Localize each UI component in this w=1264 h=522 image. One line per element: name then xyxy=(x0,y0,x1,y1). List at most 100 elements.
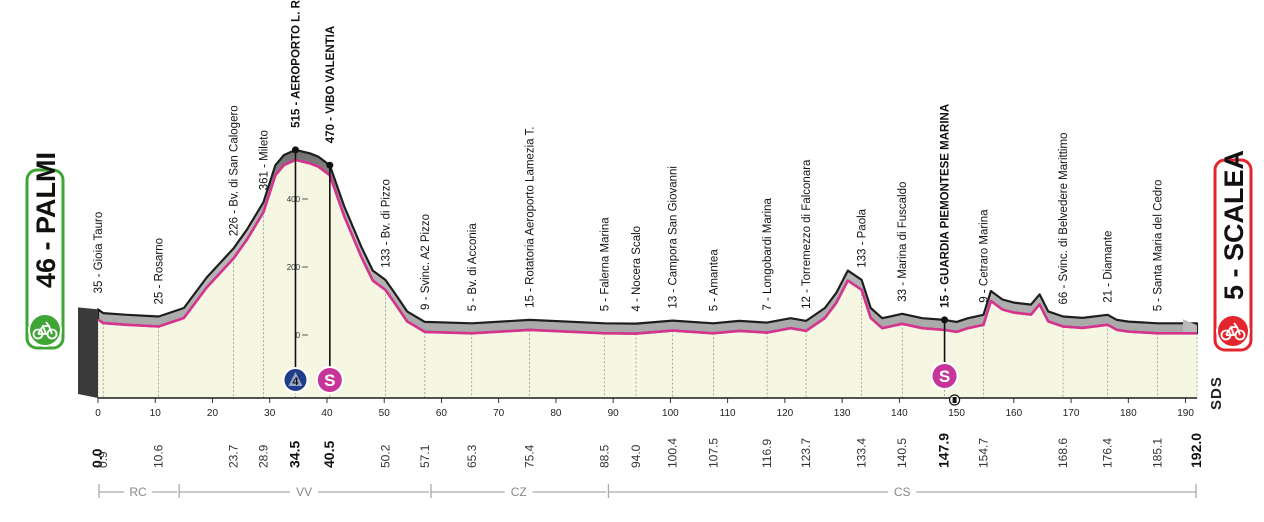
start-side-face xyxy=(78,307,98,398)
waypoint-separator: - xyxy=(600,295,612,305)
waypoint-km-label: 133.4 xyxy=(855,438,869,468)
waypoint-km-labels: 0.00.9 10.6 23.7 28.9 34.5 40.5 50.2 57.1 65.3 75… xyxy=(89,433,1204,468)
province-label-bg xyxy=(888,484,917,498)
waypoint-km-label: 123.7 xyxy=(799,438,813,468)
waypoint-km-label: 107.5 xyxy=(706,438,720,468)
waypoint-label: 5 - Falerna Marina xyxy=(600,217,612,312)
waypoint-name: Falerna Marina xyxy=(600,217,612,295)
waypoint-label: 15 - GUARDIA PIEMONTESE MARINA xyxy=(940,104,952,308)
waypoint-label: 13 - Campora San Giovanni xyxy=(668,166,680,309)
waypoint-label: 7 - Longobardi Marina xyxy=(762,197,774,310)
waypoint-name: Rosarno xyxy=(154,238,166,281)
waypoint-separator: - xyxy=(1058,281,1070,291)
waypoint-name: Santa Maria del Cedro xyxy=(1153,180,1165,295)
finish-label: 5 - SCALEA xyxy=(1219,150,1249,300)
waypoint-altitude: 15 xyxy=(940,295,952,308)
province-label-bg xyxy=(124,484,153,498)
distance-tick-label: 30 xyxy=(264,408,276,419)
waypoint-label: 5 - Bv. di Acconia xyxy=(467,223,479,312)
waypoint-km-label: 147.9 xyxy=(936,433,952,468)
province-label-bg xyxy=(290,484,319,498)
distance-tick-label: 170 xyxy=(1063,408,1080,419)
waypoint-label: 133 - Bv. di Pizzo xyxy=(380,179,392,268)
distance-tick-label: 20 xyxy=(207,408,219,419)
province-label-bg xyxy=(504,484,533,498)
distance-tick-label: 180 xyxy=(1120,408,1137,419)
waypoint-label: 133 - Paola xyxy=(857,208,869,267)
waypoint-altitude: 5 xyxy=(600,305,612,311)
plain-area xyxy=(98,159,1197,398)
waypoint-separator: - xyxy=(258,161,270,171)
waypoint-altitude: 12 xyxy=(801,296,813,309)
sprint-label: S xyxy=(939,367,950,386)
waypoint-name: Diamante xyxy=(1103,231,1115,280)
waypoint-altitude: 5 xyxy=(708,305,720,311)
waypoint-km-label: 10.6 xyxy=(152,444,166,468)
province-label: RC xyxy=(129,485,147,499)
waypoint-label: 33 - Marina di Fuscaldo xyxy=(897,182,909,302)
waypoint-km-label: 116.9 xyxy=(760,439,774,468)
waypoint-km-label: 0.0 xyxy=(89,448,105,468)
waypoint-altitude: 15 xyxy=(525,295,537,308)
start-label: 46 - PALMI xyxy=(31,152,61,288)
waypoint-altitude: 33 xyxy=(897,289,909,302)
waypoint-name: Paola xyxy=(857,208,869,238)
waypoint-km-label: 94.0 xyxy=(629,444,643,468)
waypoint-km-label: 0.9 xyxy=(96,451,110,468)
waypoint-name: Bv. di Acconia xyxy=(467,223,479,295)
waypoint-name: Rotatoria Aeroporto Lamezia T. xyxy=(525,127,537,285)
waypoint-km-label: 23.7 xyxy=(227,444,241,468)
waypoint-km-label: 28.9 xyxy=(256,444,270,468)
sds-logo-icon: SDS xyxy=(1208,376,1225,410)
distance-tick-label: 110 xyxy=(720,408,736,419)
waypoint-km-label: 88.5 xyxy=(598,444,612,468)
distance-tick-label: 120 xyxy=(777,408,794,419)
waypoint-name: Nocera Scalo xyxy=(631,226,643,295)
waypoint-labels: 35 - Gioia Tauro 25 - Rosarno 226 - Bv. di… xyxy=(93,0,1165,312)
waypoint-name: Cetraro Marina xyxy=(978,209,990,286)
altitude-tick-label: 400 xyxy=(287,195,301,204)
waypoint-name: Longobardi Marina xyxy=(762,197,774,294)
waypoint-separator: - xyxy=(857,238,869,248)
waypoint-label: 226 - Bv. di San Calogero xyxy=(229,105,241,236)
distance-tick-label: 10 xyxy=(150,408,162,419)
waypoint-altitude: 13 xyxy=(668,296,680,309)
waypoint-altitude: 35 xyxy=(93,281,105,294)
distance-tick-label: 90 xyxy=(608,408,620,419)
waypoint-km-label: 50.2 xyxy=(378,444,392,468)
altitude-tick-labels: 0 200 400 xyxy=(287,195,309,340)
waypoint-altitude: 226 xyxy=(229,217,241,236)
waypoint-name: AEROPORTO L. RAZZA xyxy=(290,0,302,99)
altitude-tick-label: 0 xyxy=(296,331,301,340)
waypoint-altitude: 515 xyxy=(290,108,302,128)
waypoint-label: 35 - Gioia Tauro xyxy=(93,212,105,294)
distance-tick-label: 100 xyxy=(662,408,679,419)
waypoint-separator: - xyxy=(978,286,990,296)
distance-tick-label: 150 xyxy=(948,408,965,419)
start-badge: 46 - PALMI xyxy=(25,152,65,350)
waypoint-name: Svinc. di Belvedere Marittimo xyxy=(1058,133,1070,282)
waypoint-km-label: 168.6 xyxy=(1056,438,1070,468)
province-label: VV xyxy=(296,485,312,499)
waypoint-separator: - xyxy=(467,295,479,305)
waypoint-separator: - xyxy=(1153,295,1165,305)
waypoint-separator: - xyxy=(229,207,241,217)
route-line xyxy=(97,158,1197,335)
climb-category: 4 xyxy=(292,376,299,388)
waypoint-label: 5 - Santa Maria del Cedro xyxy=(1153,180,1165,312)
finish-badge: 5 - SCALEA xyxy=(1213,150,1253,352)
waypoint-separator: - xyxy=(1103,280,1115,290)
distance-tick-label: 70 xyxy=(493,408,505,419)
waypoint-km-label: 57.1 xyxy=(418,444,432,468)
waypoint-separator: - xyxy=(708,295,720,305)
waypoint-label: 12 - Torremezzo di Falconara xyxy=(801,159,813,309)
waypoint-altitude: 25 xyxy=(154,292,166,305)
waypoint-name: Marina di Fuscaldo xyxy=(897,182,909,279)
waypoint-km-label: 154.7 xyxy=(976,438,990,468)
altitude-tick-label: 200 xyxy=(287,263,301,272)
distance-tick-label: 60 xyxy=(436,408,448,419)
waypoint-separator: - xyxy=(762,294,774,304)
waypoint-label: 25 - Rosarno xyxy=(154,238,166,305)
sprint-dot xyxy=(941,316,949,324)
